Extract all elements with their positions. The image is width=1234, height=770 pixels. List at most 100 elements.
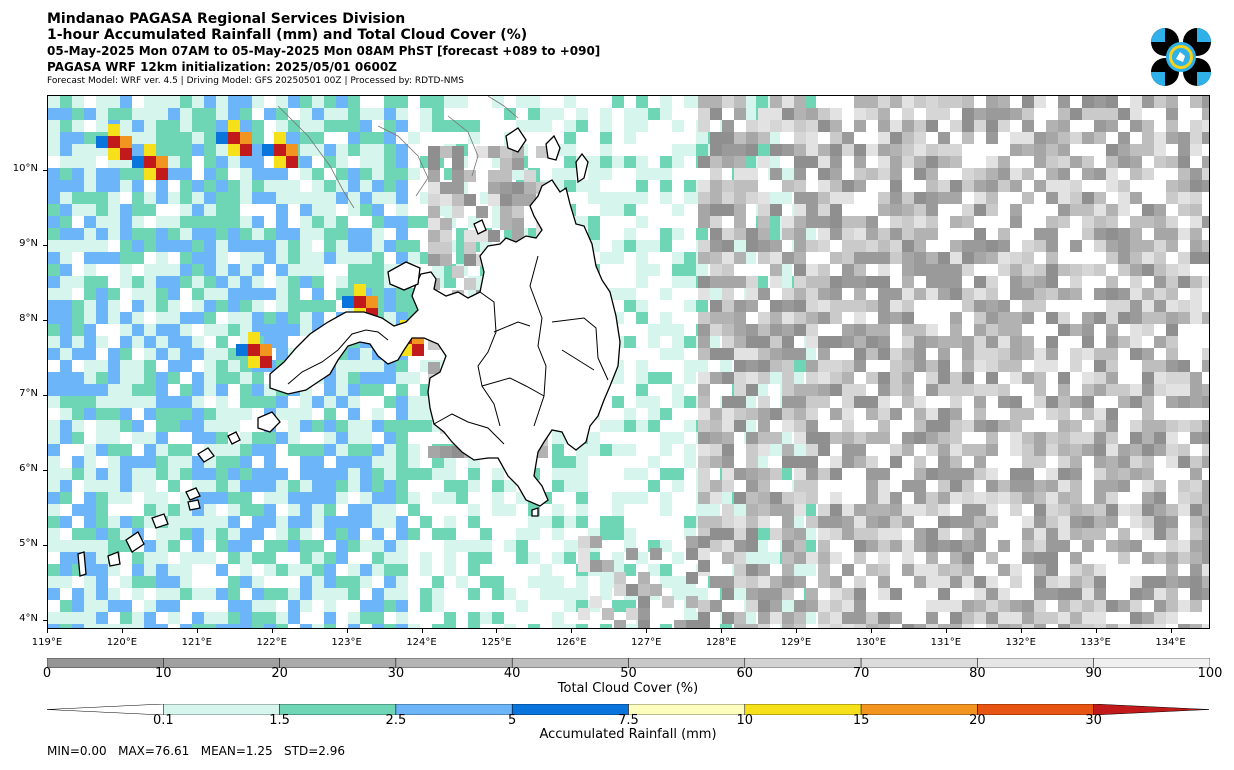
cloud-cell [986, 612, 998, 624]
rain-cell [408, 132, 420, 144]
rain-cell [504, 504, 516, 516]
cloud-cell [926, 108, 938, 120]
cloud-cell [986, 504, 998, 516]
cloud-cell [818, 264, 830, 276]
cloud-cell [1058, 492, 1070, 504]
rain-cell [360, 264, 372, 276]
cloud-cell [1094, 612, 1106, 624]
rain-cell [672, 336, 684, 348]
cloud-cell [998, 120, 1010, 132]
cloud-cell [890, 132, 902, 144]
cloud-cell [1010, 336, 1022, 348]
cloud-cell [1178, 312, 1190, 324]
rain-cell [228, 492, 240, 504]
rain-cell [336, 552, 348, 564]
cloud-cell [962, 360, 974, 372]
rain-cell [372, 360, 384, 372]
rain-cell [312, 180, 324, 192]
rain-cell [348, 480, 360, 492]
cloud-cell [452, 158, 464, 170]
cloud-cell [1082, 396, 1094, 408]
rain-cell [756, 276, 768, 288]
cloud-cell [428, 254, 440, 266]
cloud-cell [1154, 144, 1166, 156]
cloud-cell [524, 182, 536, 194]
rain-cell [204, 120, 216, 132]
rain-cell [348, 120, 360, 132]
cloud-cell [830, 180, 842, 192]
rain-cell [300, 252, 312, 264]
cloud-cell [698, 240, 710, 252]
cloud-cell [1022, 252, 1034, 264]
cloud-cell [794, 456, 806, 468]
cloud-cell [1082, 132, 1094, 144]
cloud-cell [974, 252, 986, 264]
rain-cell [372, 504, 384, 516]
cloud-cell [962, 132, 974, 144]
rain-cell [336, 540, 348, 552]
cloud-cell [890, 228, 902, 240]
rain-cell [288, 264, 300, 276]
rain-cell [756, 384, 768, 396]
rain-cell [132, 108, 144, 120]
cloud-cell [1154, 444, 1166, 456]
cloud-cell [890, 120, 902, 132]
cloud-cell [902, 228, 914, 240]
rain-cell [300, 456, 312, 468]
cloud-cell [1034, 264, 1046, 276]
rain-cell [612, 444, 624, 456]
rain-cell [204, 216, 216, 228]
rain-cell [648, 264, 660, 276]
rain-cell [624, 192, 636, 204]
cloud-cell [902, 108, 914, 120]
cloud-cell [1082, 576, 1094, 588]
rain-cell [360, 108, 372, 120]
rain-cell [300, 564, 312, 576]
cloud-cell [854, 396, 866, 408]
rain-cell [216, 108, 228, 120]
cloud-cell [878, 300, 890, 312]
cloud-cell [950, 216, 962, 228]
rain-cell [336, 384, 348, 396]
rain-cell [180, 120, 192, 132]
rain-tick-label: 5 [508, 713, 517, 728]
rain-cell [240, 480, 252, 492]
cloud-cell [974, 456, 986, 468]
rain-cell [744, 552, 756, 564]
cloud-cell [926, 228, 938, 240]
rain-cell [492, 612, 504, 624]
rain-cell [96, 372, 108, 384]
rain-cell [168, 240, 180, 252]
cloud-cell [1202, 360, 1209, 372]
cloud-cell [1166, 228, 1178, 240]
cloud-cell [866, 516, 878, 528]
lat-tick [43, 169, 47, 171]
cloud-cell [926, 156, 938, 168]
cloud-cell [710, 516, 722, 528]
rain-cell [108, 600, 120, 612]
rain-cell [612, 528, 624, 540]
rain-cell [804, 348, 816, 360]
lon-label: 132°E [1005, 637, 1036, 648]
cloud-tick-label: 50 [620, 666, 637, 681]
rain-cell [204, 528, 216, 540]
cloud-cell [1178, 540, 1190, 552]
cloud-cell [1142, 624, 1154, 628]
cloud-cell [890, 192, 902, 204]
cloud-cell [1034, 552, 1046, 564]
cloud-cell [902, 396, 914, 408]
cloud-cell [698, 312, 710, 324]
cloud-cell [902, 384, 914, 396]
cloud-cell [710, 180, 722, 192]
rain-cell [228, 600, 240, 612]
rain-cell [336, 240, 348, 252]
cloud-cell [878, 540, 890, 552]
cloud-cell [782, 516, 794, 528]
rain-cell [300, 120, 312, 132]
rain-cell [684, 456, 696, 468]
cloud-cell [938, 288, 950, 300]
cloud-cell [770, 432, 782, 444]
heavy-rain-cell [120, 148, 132, 160]
rain-cell [264, 168, 276, 180]
rain-cell [588, 192, 600, 204]
